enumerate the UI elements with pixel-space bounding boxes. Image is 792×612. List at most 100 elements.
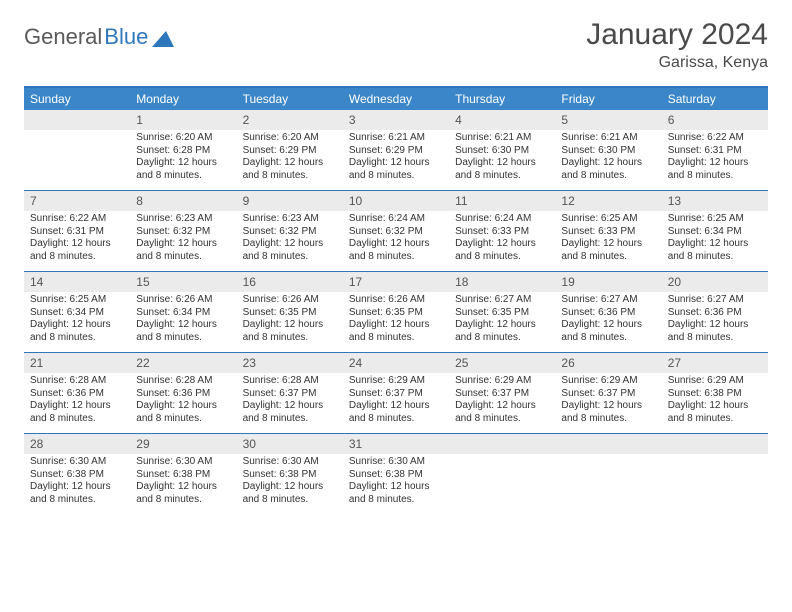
day-number: [24, 110, 130, 130]
week-daynum-row: 78910111213: [24, 190, 768, 211]
day-line: Sunrise: 6:30 AM: [349, 456, 443, 469]
day-line: Daylight: 12 hours and 8 minutes.: [349, 238, 443, 263]
day-line: Sunrise: 6:28 AM: [30, 375, 124, 388]
day-number: [662, 434, 768, 454]
day-line: Daylight: 12 hours and 8 minutes.: [668, 400, 762, 425]
logo-text-1: General: [24, 24, 102, 50]
day-line: Sunset: 6:36 PM: [136, 388, 230, 401]
day-line: Sunrise: 6:21 AM: [349, 132, 443, 145]
day-line: Sunset: 6:38 PM: [136, 469, 230, 482]
day-line: Sunset: 6:32 PM: [136, 226, 230, 239]
day-number: 31: [343, 434, 449, 454]
day-line: Sunset: 6:31 PM: [668, 145, 762, 158]
day-line: Sunrise: 6:20 AM: [243, 132, 337, 145]
day-content: Sunrise: 6:26 AMSunset: 6:35 PMDaylight:…: [343, 292, 449, 352]
day-line: Sunset: 6:35 PM: [455, 307, 549, 320]
day-line: Sunrise: 6:25 AM: [668, 213, 762, 226]
day-line: Sunrise: 6:28 AM: [243, 375, 337, 388]
day-content: Sunrise: 6:26 AMSunset: 6:35 PMDaylight:…: [237, 292, 343, 352]
logo: GeneralBlue: [24, 18, 174, 50]
day-line: Daylight: 12 hours and 8 minutes.: [668, 238, 762, 263]
day-content: Sunrise: 6:30 AMSunset: 6:38 PMDaylight:…: [343, 454, 449, 514]
day-line: Sunrise: 6:27 AM: [455, 294, 549, 307]
day-line: Sunrise: 6:25 AM: [561, 213, 655, 226]
day-line: Sunset: 6:33 PM: [455, 226, 549, 239]
week-content-row: Sunrise: 6:28 AMSunset: 6:36 PMDaylight:…: [24, 373, 768, 433]
day-line: Daylight: 12 hours and 8 minutes.: [561, 319, 655, 344]
day-content: Sunrise: 6:30 AMSunset: 6:38 PMDaylight:…: [130, 454, 236, 514]
day-line: Sunset: 6:28 PM: [136, 145, 230, 158]
day-number: [449, 434, 555, 454]
day-line: Sunset: 6:36 PM: [668, 307, 762, 320]
day-content: Sunrise: 6:27 AMSunset: 6:36 PMDaylight:…: [555, 292, 661, 352]
day-content: Sunrise: 6:30 AMSunset: 6:38 PMDaylight:…: [237, 454, 343, 514]
day-line: Daylight: 12 hours and 8 minutes.: [243, 319, 337, 344]
day-line: Daylight: 12 hours and 8 minutes.: [30, 319, 124, 344]
day-line: Daylight: 12 hours and 8 minutes.: [136, 400, 230, 425]
day-number: [555, 434, 661, 454]
location: Garissa, Kenya: [586, 54, 768, 72]
day-content: Sunrise: 6:20 AMSunset: 6:28 PMDaylight:…: [130, 130, 236, 190]
week-content-row: Sunrise: 6:22 AMSunset: 6:31 PMDaylight:…: [24, 211, 768, 271]
day-line: Daylight: 12 hours and 8 minutes.: [455, 319, 549, 344]
day-content: Sunrise: 6:28 AMSunset: 6:36 PMDaylight:…: [130, 373, 236, 433]
day-line: Sunset: 6:29 PM: [349, 145, 443, 158]
day-number: 17: [343, 272, 449, 292]
day-number: 16: [237, 272, 343, 292]
day-number: 3: [343, 110, 449, 130]
day-line: Sunrise: 6:28 AM: [136, 375, 230, 388]
day-content: Sunrise: 6:28 AMSunset: 6:37 PMDaylight:…: [237, 373, 343, 433]
day-line: Daylight: 12 hours and 8 minutes.: [136, 481, 230, 506]
day-line: Sunrise: 6:21 AM: [561, 132, 655, 145]
week-daynum-row: 14151617181920: [24, 271, 768, 292]
day-line: Sunrise: 6:30 AM: [136, 456, 230, 469]
day-line: Sunrise: 6:24 AM: [349, 213, 443, 226]
day-line: Daylight: 12 hours and 8 minutes.: [349, 400, 443, 425]
day-line: Sunset: 6:37 PM: [561, 388, 655, 401]
day-number: 8: [130, 191, 236, 211]
day-number: 1: [130, 110, 236, 130]
day-number: 15: [130, 272, 236, 292]
day-line: Sunset: 6:38 PM: [30, 469, 124, 482]
day-line: Daylight: 12 hours and 8 minutes.: [30, 481, 124, 506]
day-content: Sunrise: 6:20 AMSunset: 6:29 PMDaylight:…: [237, 130, 343, 190]
day-content: Sunrise: 6:28 AMSunset: 6:36 PMDaylight:…: [24, 373, 130, 433]
week-content-row: Sunrise: 6:20 AM Sunset: 6:28 PM Daylight:…: [24, 130, 768, 190]
day-line: Sunrise: 6:25 AM: [30, 294, 124, 307]
day-content: Sunrise: 6:25 AMSunset: 6:34 PMDaylight:…: [662, 211, 768, 271]
week-daynum-row: 28293031: [24, 433, 768, 454]
day-content: [555, 454, 661, 514]
day-line: Sunset: 6:34 PM: [136, 307, 230, 320]
day-content: Sunrise: 6:21 AMSunset: 6:30 PMDaylight:…: [449, 130, 555, 190]
day-number: 24: [343, 353, 449, 373]
day-line: Daylight: 12 hours and 8 minutes.: [243, 157, 337, 182]
day-line: Sunrise: 6:29 AM: [668, 375, 762, 388]
logo-text-2: Blue: [104, 24, 148, 50]
week-daynum-row: 123456: [24, 110, 768, 130]
day-line: Sunrise: 6:30 AM: [30, 456, 124, 469]
day-line: Sunset: 6:30 PM: [561, 145, 655, 158]
day-number: 5: [555, 110, 661, 130]
day-number: 11: [449, 191, 555, 211]
day-line: Sunset: 6:33 PM: [561, 226, 655, 239]
day-line: Sunset: 6:37 PM: [455, 388, 549, 401]
day-content: Sunrise: 6:24 AMSunset: 6:33 PMDaylight:…: [449, 211, 555, 271]
day-line: Sunset: 6:35 PM: [243, 307, 337, 320]
day-line: Sunrise: 6:26 AM: [243, 294, 337, 307]
day-line: Sunrise: 6:26 AM: [136, 294, 230, 307]
day-line: Sunset: 6:32 PM: [349, 226, 443, 239]
day-line: Daylight: 12 hours and 8 minutes.: [30, 238, 124, 263]
day-content: Sunrise: 6:25 AMSunset: 6:34 PMDaylight:…: [24, 292, 130, 352]
day-number: 30: [237, 434, 343, 454]
day-of-week-cell: Wednesday: [343, 88, 449, 110]
day-content: [662, 454, 768, 514]
day-line: Daylight: 12 hours and 8 minutes.: [561, 157, 655, 182]
day-line: Sunset: 6:31 PM: [30, 226, 124, 239]
day-content: Sunrise: 6:29 AMSunset: 6:37 PMDaylight:…: [555, 373, 661, 433]
day-content: Sunrise: 6:30 AMSunset: 6:38 PMDaylight:…: [24, 454, 130, 514]
day-line: Sunset: 6:38 PM: [668, 388, 762, 401]
day-content: Sunrise: 6:29 AMSunset: 6:38 PMDaylight:…: [662, 373, 768, 433]
day-line: Sunset: 6:37 PM: [243, 388, 337, 401]
day-line: Daylight: 12 hours and 8 minutes.: [455, 238, 549, 263]
day-line: Sunset: 6:29 PM: [243, 145, 337, 158]
